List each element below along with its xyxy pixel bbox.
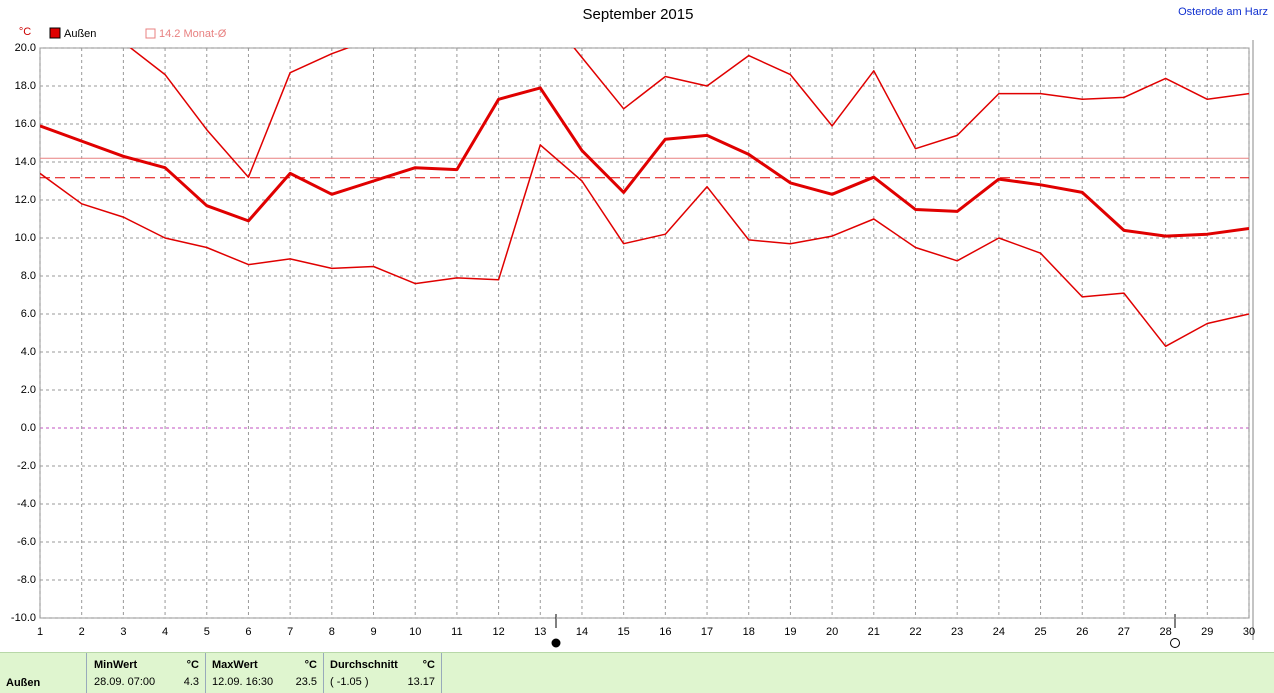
x-tick-label: 18 [743,626,755,638]
min-line [40,144,1249,348]
y-tick-label: 12.0 [15,194,36,206]
x-tick-label: 7 [287,626,293,638]
y-tick-label: -8.0 [17,574,36,586]
stat-when: 28.09. 07:00 [94,676,156,688]
x-tick-label: 1 [37,626,43,638]
y-tick-label: 14.0 [15,156,36,168]
x-tick-label: 8 [329,626,335,638]
y-tick-label: 18.0 [15,80,36,92]
y-tick-label: 20.0 [15,42,36,54]
x-tick-label: 19 [784,626,796,638]
x-tick-label: 6 [245,626,251,638]
x-tick-label: 9 [370,626,376,638]
stat-cell: Durchschnitt °C ( -1.05 ) 13.17 [324,653,442,693]
y-tick-label: -10.0 [11,612,36,624]
x-tick-label: 15 [618,626,630,638]
mean-line [40,86,1249,238]
y-tick-label: 8.0 [21,270,36,282]
y-tick-label: -6.0 [17,536,36,548]
stat-header: Durchschnitt [330,659,398,671]
stat-cell: MaxWert °C 12.09. 16:30 23.5 [206,653,324,693]
full-moon-icon [1170,638,1180,648]
x-tick-label: 17 [701,626,713,638]
x-tick-label: 3 [120,626,126,638]
stat-when: 12.09. 16:30 [212,676,274,688]
y-tick-label: -4.0 [17,498,36,510]
chart-title: September 2015 [583,6,694,23]
y-tick-label: 4.0 [21,346,36,358]
x-tick-label: 4 [162,626,168,638]
stats-panel: Außen MinWert °C 28.09. 07:00 4.3 MaxWert °C 12… [0,652,1274,693]
x-tick-label: 29 [1201,626,1213,638]
x-tick-label: 25 [1034,626,1046,638]
stat-header: MinWert [94,659,138,671]
x-tick-label: 12 [492,626,504,638]
stat-value: 13.17 [407,676,435,688]
x-tick-label: 10 [409,626,421,638]
y-tick-label: 10.0 [15,232,36,244]
stat-unit: °C [186,659,199,671]
y-tick-label: 0.0 [21,422,36,434]
x-tick-label: 24 [993,626,1005,638]
x-tick-label: 26 [1076,626,1088,638]
stat-cell: MinWert °C 28.09. 07:00 4.3 [88,653,206,693]
stat-value: 23.5 [295,676,317,688]
x-tick-label: 16 [659,626,671,638]
x-tick-label: 23 [951,626,963,638]
legend-label: Außen [64,28,96,40]
x-tick-label: 14 [576,626,588,638]
divider [86,653,87,693]
max-line [129,48,1249,178]
stat-unit: °C [304,659,317,671]
y-unit: °C [19,26,31,38]
chart: September 2015 Osterode am Harz °C -10.0… [11,6,1268,648]
x-tick-label: 11 [451,626,462,638]
plot-lines [40,48,1249,348]
x-tick-label: 28 [1159,626,1171,638]
y-tick-label: 2.0 [21,384,36,396]
legend-label: 14.2 Monat-Ø [159,28,227,40]
x-tick-label: 22 [909,626,921,638]
new-moon-icon [551,638,561,648]
x-tick-label: 20 [826,626,838,638]
x-tick-label: 27 [1118,626,1130,638]
x-tick-label: 13 [534,626,546,638]
y-tick-label: -2.0 [17,460,36,472]
plot-area [39,47,1250,619]
y-tick-label: 6.0 [21,308,36,320]
stat-unit: °C [422,659,435,671]
stat-value: 4.3 [183,676,199,688]
row-label: Außen [6,677,41,689]
location: Osterode am Harz [1178,6,1268,18]
x-tick-label: 30 [1243,626,1255,638]
stat-header: MaxWert [212,659,258,671]
x-tick-label: 5 [204,626,210,638]
legend-swatch [145,28,156,39]
x-tick-label: 21 [868,626,880,638]
legend-swatch [49,27,61,39]
y-tick-label: 16.0 [15,118,36,130]
x-tick-label: 2 [79,626,85,638]
stat-when: ( -1.05 ) [330,676,369,688]
